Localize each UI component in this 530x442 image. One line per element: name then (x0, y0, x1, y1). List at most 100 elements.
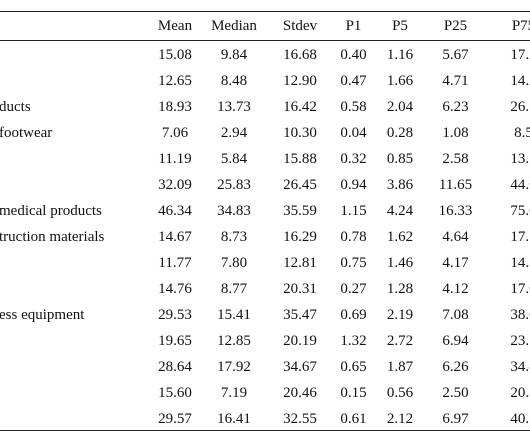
table-row: 28.64 17.92 34.67 0.65 1.87 6.26 34.8 (0, 354, 530, 380)
table-row: 15.08 9.84 16.68 0.40 1.16 5.67 17.2 (0, 40, 530, 68)
table-row: 11.19 5.84 15.88 0.32 0.85 2.58 13.5 (0, 146, 530, 172)
header-p5: P5 (392, 17, 408, 34)
cell-mean: 15.60 (158, 384, 192, 401)
cell-stdev: 35.47 (283, 306, 317, 323)
cell-p25: 5.67 (442, 46, 469, 63)
table-header: Mean Median Stdev P1 P5 P25 P75 (0, 12, 530, 40)
cell-p75: 34.8 (510, 358, 530, 375)
table-row: footwear 7.06 2.94 10.30 0.04 0.28 1.08 8.5 (0, 120, 530, 146)
row-label-cell: truction materials (0, 224, 151, 250)
header-p1: P1 (345, 17, 362, 34)
cell-p5: 1.28 (386, 280, 414, 297)
header-p25: P25 (443, 17, 468, 34)
cell-p5: 1.87 (386, 358, 414, 375)
header-row: Mean Median Stdev P1 P5 P25 P75 (0, 12, 530, 40)
cell-stdev: 12.90 (283, 72, 317, 89)
cell-mean: 32.09 (158, 176, 192, 193)
cell-p25: 4.17 (442, 254, 469, 271)
row-label-cell (0, 406, 151, 432)
cell-p75: 17.2 (510, 46, 530, 63)
cell-p75: 26.5 (510, 98, 530, 115)
cell-p5: 1.66 (386, 72, 414, 89)
cell-p25: 11.65 (438, 176, 473, 193)
cell-p5: 2.04 (386, 98, 414, 115)
cell-mean: 11.19 (158, 150, 192, 167)
row-label-cell (0, 68, 151, 94)
cell-median: 13.73 (217, 98, 251, 115)
cell-median: 25.83 (217, 176, 251, 193)
cell-mean: 28.64 (158, 358, 192, 375)
cell-mean: 19.65 (158, 332, 192, 349)
row-label: truction materials (0, 228, 105, 245)
cell-p75: 44.6 (510, 176, 530, 193)
table-top-rule (0, 11, 530, 12)
cell-median: 5.84 (220, 150, 248, 167)
row-label-cell (0, 354, 151, 380)
cell-stdev: 20.46 (283, 384, 317, 401)
row-label: ducts (0, 98, 31, 115)
cell-median: 15.41 (217, 306, 251, 323)
cell-p75: 40.7 (510, 410, 530, 427)
cell-mean: 11.77 (158, 254, 192, 271)
header-p75: P75 (511, 17, 530, 34)
table-row: 19.65 12.85 20.19 1.32 2.72 6.94 23.7 (0, 328, 530, 354)
row-label-cell (0, 40, 151, 68)
cell-p1: 0.04 (340, 124, 367, 141)
cell-stdev: 26.45 (283, 176, 317, 193)
cell-p75: 13.5 (510, 150, 530, 167)
cell-p25: 4.71 (442, 72, 469, 89)
cell-stdev: 16.29 (283, 228, 317, 245)
cell-mean: 29.53 (158, 306, 192, 323)
table-row: 14.76 8.77 20.31 0.27 1.28 4.12 17.0 (0, 276, 530, 302)
cell-p1: 0.40 (340, 46, 367, 63)
cell-p1: 0.15 (340, 384, 367, 401)
table-bottom-rule (0, 430, 530, 431)
header-mean: Mean (157, 17, 193, 34)
cell-p1: 0.65 (340, 358, 367, 375)
cell-mean: 46.34 (158, 202, 192, 219)
cell-mean: 29.57 (158, 410, 192, 427)
row-label-cell: medical products (0, 198, 151, 224)
cell-mean: 14.67 (158, 228, 192, 245)
cell-p25: 2.50 (442, 384, 469, 401)
table-row: ess equipment 29.53 15.41 35.47 0.69 2.19 7.08… (0, 302, 530, 328)
cell-median: 7.19 (220, 384, 248, 401)
row-label-cell: footwear (0, 120, 151, 146)
cell-p1: 0.94 (340, 176, 367, 193)
row-label: ess equipment (0, 306, 85, 323)
cell-stdev: 10.30 (283, 124, 317, 141)
cell-p25: 1.08 (442, 124, 469, 141)
row-label-cell (0, 250, 151, 276)
cell-median: 2.94 (220, 124, 248, 141)
row-label-cell: ess equipment (0, 302, 151, 328)
cell-stdev: 20.31 (283, 280, 317, 297)
cell-p5: 0.56 (386, 384, 414, 401)
cell-p25: 6.94 (442, 332, 469, 349)
table-row: 29.57 16.41 32.55 0.61 2.12 6.97 40.7 (0, 406, 530, 432)
header-stdev: Stdev (282, 17, 318, 34)
cell-p25: 6.97 (442, 410, 469, 427)
cell-p1: 0.61 (340, 410, 367, 427)
cell-p75: 23.7 (510, 332, 530, 349)
cell-p75: 20.3 (510, 384, 530, 401)
cell-p75: 14.3 (510, 254, 530, 271)
cell-p5: 0.85 (386, 150, 414, 167)
cell-p5: 2.12 (386, 410, 414, 427)
cell-stdev: 16.68 (283, 46, 317, 63)
cell-p5: 2.19 (386, 306, 414, 323)
cell-stdev: 20.19 (283, 332, 317, 349)
cell-p25: 2.58 (442, 150, 469, 167)
cell-p1: 0.75 (340, 254, 367, 271)
cell-p1: 1.15 (340, 202, 367, 219)
cell-p5: 1.46 (386, 254, 414, 271)
cell-median: 8.77 (220, 280, 248, 297)
cell-median: 7.80 (220, 254, 248, 271)
cell-median: 9.84 (220, 46, 248, 63)
cell-p1: 0.69 (340, 306, 367, 323)
cell-mean: 15.08 (158, 46, 192, 63)
cell-p75: 8.5 (514, 124, 530, 141)
cell-mean: 7.06 (161, 124, 189, 141)
cell-p1: 0.27 (340, 280, 367, 297)
table-row: medical products 46.34 34.83 35.59 1.15 4.24 1… (0, 198, 530, 224)
